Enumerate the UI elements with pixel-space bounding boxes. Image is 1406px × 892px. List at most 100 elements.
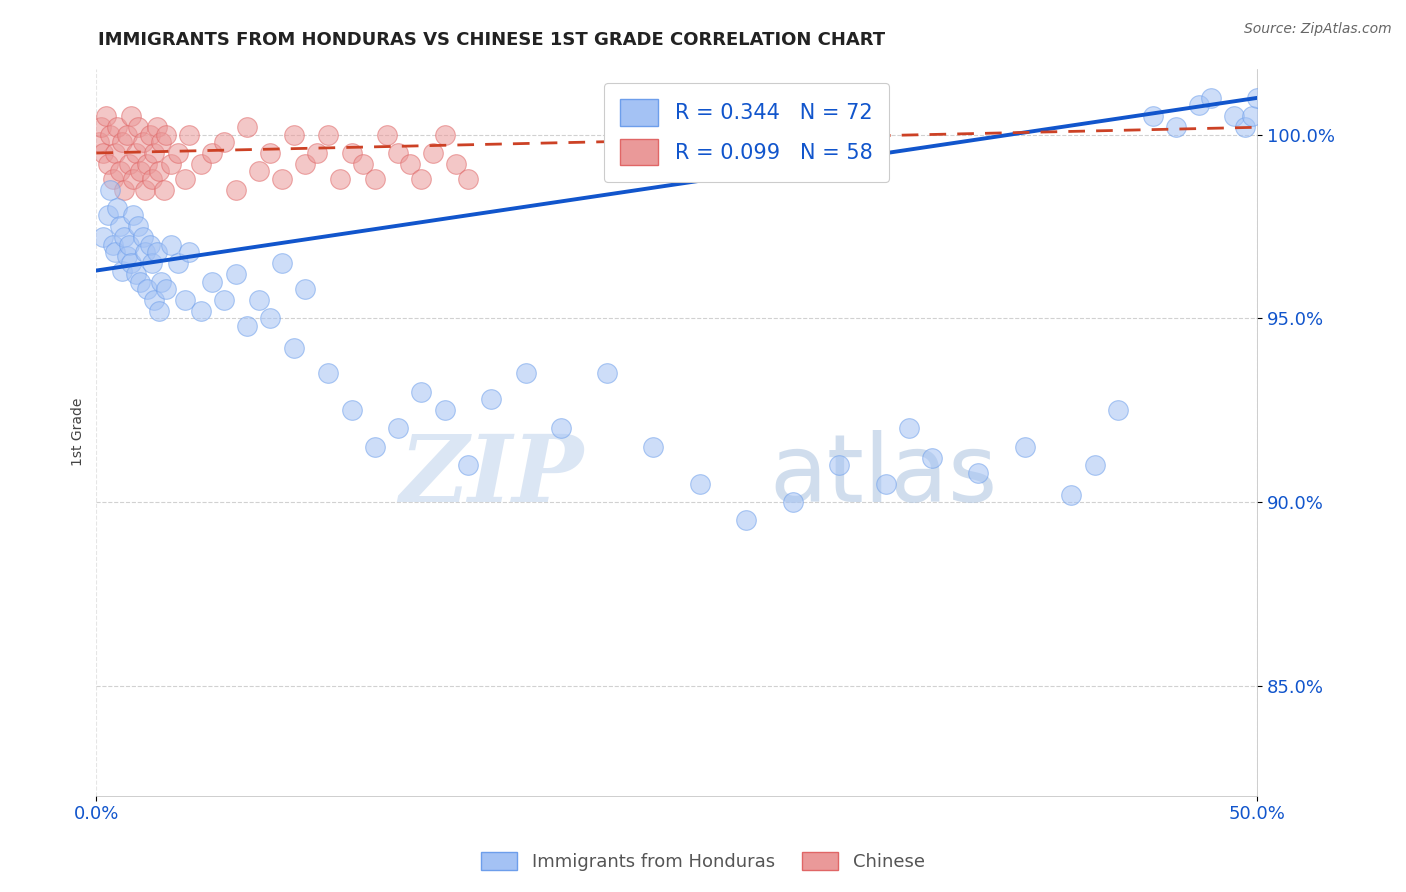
Point — [387, 421, 409, 435]
Point — [108, 164, 131, 178]
Point — [155, 282, 177, 296]
Point — [139, 237, 162, 252]
Point — [136, 282, 159, 296]
Point — [457, 458, 479, 473]
Point — [247, 293, 270, 307]
Point — [148, 164, 170, 178]
Point — [115, 128, 138, 142]
Point — [247, 164, 270, 178]
Point — [91, 230, 114, 244]
Point — [236, 318, 259, 333]
Point — [111, 135, 134, 149]
Point — [112, 183, 135, 197]
Point — [1188, 98, 1211, 112]
Point — [329, 171, 352, 186]
Point — [115, 249, 138, 263]
Point — [1142, 109, 1164, 123]
Text: Source: ZipAtlas.com: Source: ZipAtlas.com — [1244, 22, 1392, 37]
Point — [201, 275, 224, 289]
Point — [98, 183, 121, 197]
Point — [122, 209, 145, 223]
Point — [118, 157, 141, 171]
Point — [1083, 458, 1105, 473]
Point — [141, 171, 163, 186]
Point — [225, 267, 247, 281]
Point — [134, 183, 156, 197]
Point — [152, 183, 174, 197]
Point — [236, 120, 259, 135]
Point — [259, 311, 281, 326]
Y-axis label: 1st Grade: 1st Grade — [72, 398, 86, 467]
Point — [828, 458, 851, 473]
Point — [125, 267, 148, 281]
Point — [364, 171, 387, 186]
Point — [118, 237, 141, 252]
Point — [173, 171, 195, 186]
Point — [479, 392, 502, 406]
Point — [259, 146, 281, 161]
Point — [120, 256, 142, 270]
Point — [155, 128, 177, 142]
Point — [283, 128, 305, 142]
Point — [101, 237, 124, 252]
Text: atlas: atlas — [769, 430, 998, 522]
Point — [212, 135, 235, 149]
Point — [271, 171, 294, 186]
Legend: R = 0.344   N = 72, R = 0.099   N = 58: R = 0.344 N = 72, R = 0.099 N = 58 — [603, 83, 889, 182]
Point — [90, 120, 112, 135]
Point — [150, 135, 173, 149]
Point — [212, 293, 235, 307]
Point — [108, 219, 131, 234]
Point — [143, 293, 166, 307]
Point — [143, 146, 166, 161]
Point — [94, 109, 117, 123]
Point — [122, 171, 145, 186]
Point — [1234, 120, 1257, 135]
Point — [141, 256, 163, 270]
Point — [411, 384, 433, 399]
Point — [139, 128, 162, 142]
Point — [166, 256, 188, 270]
Point — [111, 263, 134, 277]
Point — [1223, 109, 1246, 123]
Point — [159, 157, 181, 171]
Point — [735, 513, 758, 527]
Point — [112, 230, 135, 244]
Point — [148, 304, 170, 318]
Point — [515, 367, 537, 381]
Point — [125, 146, 148, 161]
Point — [352, 157, 374, 171]
Point — [1014, 440, 1036, 454]
Point — [120, 109, 142, 123]
Point — [921, 450, 943, 465]
Point — [271, 256, 294, 270]
Point — [340, 403, 363, 417]
Point — [179, 128, 201, 142]
Point — [104, 245, 127, 260]
Point — [875, 476, 897, 491]
Point — [398, 157, 420, 171]
Point — [433, 403, 456, 417]
Point — [225, 183, 247, 197]
Point — [159, 237, 181, 252]
Point — [318, 367, 340, 381]
Point — [550, 421, 572, 435]
Point — [190, 304, 212, 318]
Point — [897, 421, 920, 435]
Point — [150, 275, 173, 289]
Point — [104, 146, 127, 161]
Point — [283, 341, 305, 355]
Point — [97, 209, 120, 223]
Point — [1107, 403, 1129, 417]
Text: ZIP: ZIP — [399, 431, 583, 521]
Point — [967, 466, 990, 480]
Point — [136, 157, 159, 171]
Point — [190, 157, 212, 171]
Point — [1241, 109, 1264, 123]
Point — [145, 120, 167, 135]
Point — [411, 171, 433, 186]
Point — [91, 146, 114, 161]
Point — [105, 120, 128, 135]
Point — [457, 171, 479, 186]
Point — [1060, 487, 1083, 501]
